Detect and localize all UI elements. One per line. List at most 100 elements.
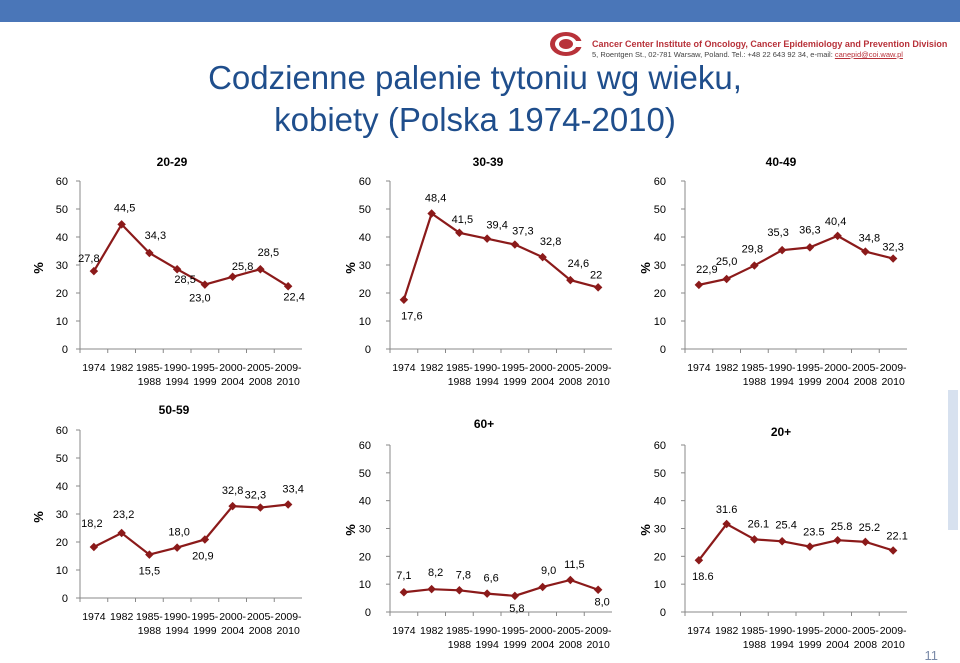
x-tick-label: 1995- <box>191 362 218 374</box>
y-tick-label: 30 <box>359 524 371 536</box>
data-label: 32,3 <box>882 242 903 254</box>
y-tick-label: 0 <box>365 344 371 356</box>
data-label: 6,6 <box>483 573 498 585</box>
x-tick-label: 2009- <box>585 362 612 374</box>
y-tick-label: 20 <box>359 288 371 300</box>
x-tick-label: 2000- <box>824 362 851 374</box>
data-label: 22,9 <box>696 264 717 276</box>
x-tick-label: 2000- <box>529 625 556 637</box>
data-point <box>777 537 787 546</box>
y-tick-label: 30 <box>359 260 371 272</box>
x-tick-label: 1974 <box>687 362 711 374</box>
data-label: 7,8 <box>456 569 471 581</box>
y-axis-label: % <box>31 262 46 274</box>
y-tick-label: 40 <box>654 232 666 244</box>
y-tick-label: 40 <box>56 232 68 244</box>
x-tick-label: 2005- <box>557 362 584 374</box>
x-tick-label: 1994 <box>770 376 794 388</box>
y-tick-label: 10 <box>359 316 371 328</box>
x-tick-label: 2010 <box>586 639 610 651</box>
data-label: 32,3 <box>245 490 266 502</box>
data-point <box>172 543 182 552</box>
x-tick-label: 2000- <box>824 625 851 637</box>
data-point <box>833 231 842 241</box>
x-tick-label: 1988 <box>743 639 767 651</box>
x-tick-label: 1990- <box>474 362 501 374</box>
data-label: 25.8 <box>831 521 852 533</box>
x-tick-label: 2004 <box>221 625 245 637</box>
x-tick-label: 2008 <box>854 639 878 651</box>
x-tick-label: 2004 <box>826 639 850 651</box>
x-tick-label: 2004 <box>221 376 245 388</box>
institute-email-link[interactable]: canepid@coi.waw.pl <box>834 50 903 59</box>
data-point <box>750 261 759 270</box>
institute-logo-icon <box>550 32 583 56</box>
x-tick-label: 1982 <box>110 611 134 623</box>
chart-title: 40-49 <box>766 155 797 169</box>
data-label: 29,8 <box>742 244 763 256</box>
y-tick-label: 20 <box>359 551 371 563</box>
y-tick-label: 50 <box>654 204 666 216</box>
data-label: 8,2 <box>428 567 443 579</box>
data-point <box>89 266 99 276</box>
data-label: 7,1 <box>396 570 411 582</box>
data-point <box>482 589 492 598</box>
data-label: 23,2 <box>113 509 134 521</box>
data-label: 37,3 <box>512 226 533 238</box>
x-tick-label: 2009- <box>880 625 907 637</box>
x-tick-label: 1999 <box>193 376 217 388</box>
chart-title: 60+ <box>474 417 494 431</box>
y-tick-label: 40 <box>56 481 68 493</box>
x-tick-label: 2008 <box>854 376 878 388</box>
side-decoration <box>948 390 958 530</box>
data-point <box>256 503 265 512</box>
x-tick-label: 2010 <box>881 376 905 388</box>
y-tick-label: 10 <box>654 579 666 591</box>
data-label: 17,6 <box>401 311 422 323</box>
x-tick-label: 1982 <box>715 362 739 374</box>
y-axis-label: % <box>343 262 358 274</box>
y-tick-label: 20 <box>56 537 68 549</box>
data-label: 22 <box>590 269 602 281</box>
x-tick-label: 1974 <box>392 362 416 374</box>
data-label: 31.6 <box>716 504 737 516</box>
x-tick-label: 1999 <box>798 639 822 651</box>
y-tick-label: 0 <box>62 344 68 356</box>
x-tick-label: 1990- <box>769 362 796 374</box>
x-tick-label: 1994 <box>475 639 499 651</box>
data-label: 39,4 <box>486 220 507 232</box>
x-tick-label: 1988 <box>743 376 767 388</box>
x-tick-label: 2005- <box>852 362 879 374</box>
x-tick-label: 2008 <box>249 376 273 388</box>
x-tick-label: 2009- <box>275 611 302 623</box>
y-tick-label: 10 <box>56 316 68 328</box>
data-point <box>805 542 815 551</box>
y-tick-label: 60 <box>359 176 371 188</box>
x-tick-label: 1974 <box>687 625 711 637</box>
data-point <box>593 585 603 594</box>
x-tick-label: 2000- <box>219 362 246 374</box>
y-tick-label: 30 <box>56 509 68 521</box>
data-point <box>777 245 787 255</box>
x-tick-label: 1982 <box>420 362 444 374</box>
x-tick-label: 2009- <box>585 625 612 637</box>
data-label: 25,0 <box>716 256 737 268</box>
x-tick-label: 1990- <box>474 625 501 637</box>
x-tick-label: 1982 <box>715 625 739 637</box>
data-label: 18.6 <box>692 571 713 583</box>
y-tick-label: 20 <box>654 551 666 563</box>
data-label: 22,4 <box>283 291 304 303</box>
x-tick-label: 1988 <box>448 639 472 651</box>
page-title-line1: Codzienne palenie tytoniu wg wieku, <box>208 59 742 96</box>
chart-title: 20+ <box>771 425 791 439</box>
x-tick-label: 2009- <box>275 362 302 374</box>
x-tick-label: 2008 <box>249 625 273 637</box>
x-tick-label: 1995- <box>191 611 218 623</box>
y-tick-label: 20 <box>654 288 666 300</box>
x-tick-label: 2008 <box>559 639 583 651</box>
x-tick-label: 1999 <box>193 625 217 637</box>
institute-address: 5, Roentgen St., 02-781 Warsaw, Poland. … <box>592 50 903 59</box>
y-tick-label: 10 <box>654 316 666 328</box>
